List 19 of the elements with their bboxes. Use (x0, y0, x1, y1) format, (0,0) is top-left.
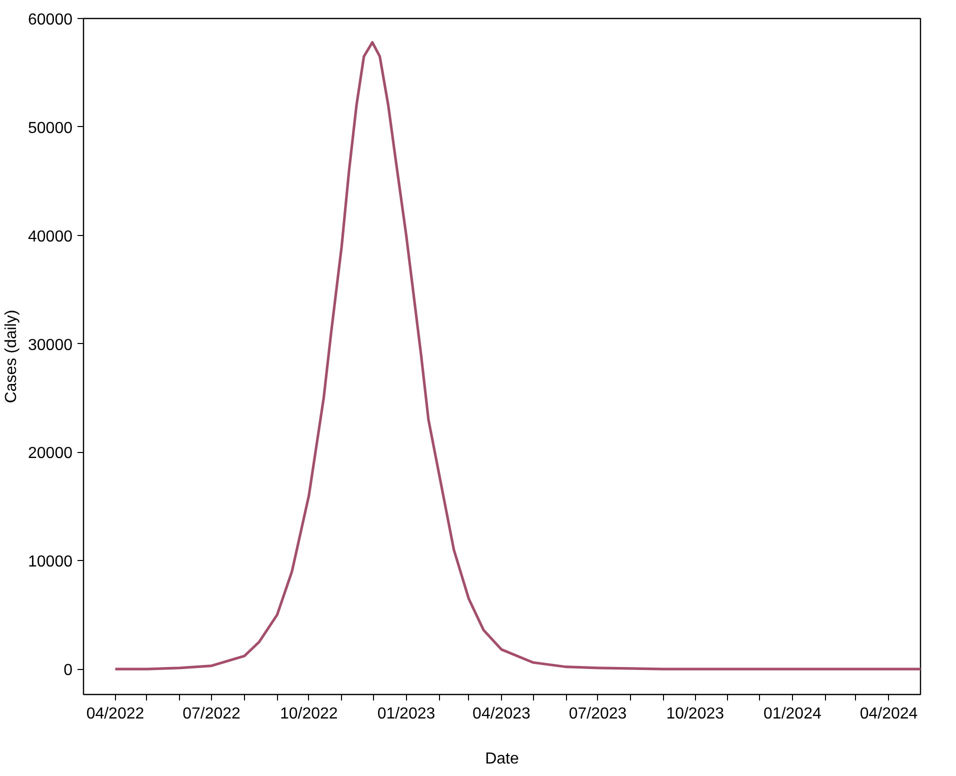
x-tick-label: 07/2022 (182, 706, 241, 722)
x-tick-label: 04/2024 (860, 706, 918, 722)
y-tick-label: 20000 (28, 445, 73, 462)
line-series (114, 41, 920, 670)
x-tick-label: 10/2023 (666, 706, 724, 722)
x-tick-label: 01/2023 (377, 706, 436, 722)
y-tick-label: 10000 (28, 554, 73, 571)
y-tick-label: 0 (64, 662, 73, 680)
x-tick-label: 10/2022 (280, 706, 338, 722)
y-tick-label: 60000 (28, 12, 73, 28)
y-tick-label: 40000 (28, 228, 73, 246)
x-tick-label: 04/2022 (86, 706, 144, 722)
y-tick-label: 50000 (28, 120, 73, 137)
y-tick-label: 30000 (28, 336, 73, 354)
x-tick-label: 04/2023 (472, 706, 530, 722)
x-tick-label: 01/2024 (764, 706, 822, 722)
x-tick-label: 07/2023 (568, 706, 627, 722)
y-axis-title: Cases (daily) (3, 310, 20, 404)
x-axis-title: Date (485, 750, 519, 768)
